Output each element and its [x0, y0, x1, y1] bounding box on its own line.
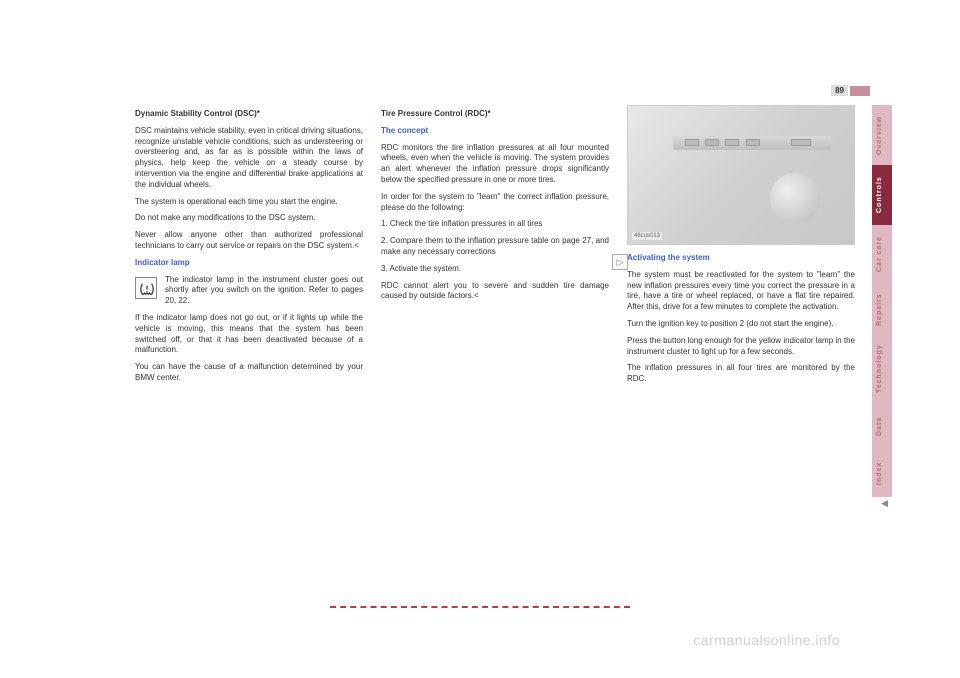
page-number-accent [850, 86, 870, 96]
page-number: 89 [831, 85, 848, 96]
col2-title: Tire Pressure Control (RDC)* [381, 109, 609, 120]
prev-page-arrow[interactable]: ◀ [881, 498, 888, 509]
tab-technology[interactable]: Technology [872, 337, 892, 403]
figure-shift-knob [770, 173, 820, 223]
next-page-arrow[interactable]: ▷ [612, 254, 628, 270]
col1-indicator-body: The indicator lamp in the instrument clu… [165, 275, 363, 307]
col1-subtitle: Indicator lamp [135, 258, 363, 269]
col1-note-body: Never allow anyone other than authorized… [135, 230, 363, 252]
col1-para: You can have the cause of a malfunction … [135, 362, 363, 384]
col2-li: 2. Compare them to the inflation pressur… [381, 236, 609, 258]
tab-controls[interactable]: Controls [872, 165, 892, 225]
col3-para: Turn the ignition key to position 2 (do … [627, 319, 855, 330]
page-container: 89 Dynamic Stability Control (DSC)* DSC … [0, 0, 960, 678]
chevron-left-icon: ◀ [881, 498, 888, 508]
col2-blue-title: The concept [381, 126, 609, 137]
col2-para: In order for the system to "learn" the c… [381, 192, 609, 214]
col2-li: 1. Check the tire inflation pressures in… [381, 219, 609, 230]
column-3: 46cus013 Activating the system The syste… [627, 105, 855, 565]
tab-overview[interactable]: Overview [872, 105, 892, 165]
figure-rdc-button [791, 139, 811, 146]
tab-carcare[interactable]: Car care [872, 225, 892, 283]
col2-note: RDC cannot alert you to severe and sudde… [381, 281, 609, 303]
col3-para: Press the button long enough for the yel… [627, 336, 855, 358]
col1-note-title: Do not make any modifications to the DSC… [135, 213, 363, 224]
footer-divider [330, 606, 630, 608]
chevron-right-icon: ▷ [617, 257, 624, 268]
side-tabs: Overview Controls Car care Repairs Techn… [872, 105, 892, 497]
column-2: Tire Pressure Control (RDC)* The concept… [381, 105, 609, 565]
col2-para: RDC monitors the tire inflation pressure… [381, 143, 609, 186]
column-1: Dynamic Stability Control (DSC)* DSC mai… [135, 105, 363, 565]
col3-para: The inflation pressures in all four tire… [627, 363, 855, 385]
center-console-figure: 46cus013 [627, 105, 855, 245]
figure-button [725, 139, 739, 146]
watermark-url: carmanualsonline.info [693, 632, 840, 648]
col3-blue-title: Activating the system [627, 253, 855, 264]
figure-button [746, 139, 760, 146]
tpms-warning-icon [135, 277, 157, 299]
content-area: Dynamic Stability Control (DSC)* DSC mai… [135, 105, 855, 565]
figure-button [685, 139, 699, 146]
tab-index[interactable]: Index [872, 449, 892, 497]
figure-button [705, 139, 719, 146]
col1-para: DSC maintains vehicle stability, even in… [135, 126, 363, 191]
col3-para: The system must be reactivated for the s… [627, 270, 855, 313]
figure-caption: 46cus013 [632, 232, 662, 240]
col1-para: If the indicator lamp does not go out, o… [135, 313, 363, 356]
col1-heading: Dynamic Stability Control (DSC)* [135, 109, 363, 120]
page-number-bar: 89 [831, 85, 870, 96]
columns: Dynamic Stability Control (DSC)* DSC mai… [135, 105, 855, 565]
tab-repairs[interactable]: Repairs [872, 283, 892, 337]
col2-li: 3. Activate the system. [381, 264, 609, 275]
tab-data[interactable]: Data [872, 403, 892, 449]
tire-pressure-icon [139, 281, 155, 297]
col1-para: The system is operational each time you … [135, 197, 363, 208]
